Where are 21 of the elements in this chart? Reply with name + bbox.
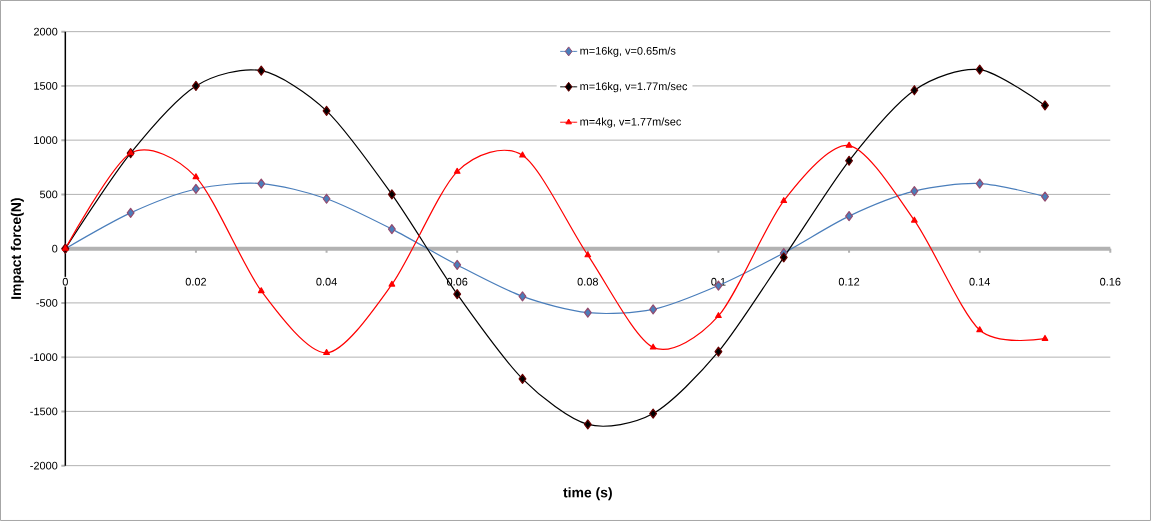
x-tick-label: 0 [62,277,68,286]
y-axis-title: Impact force(N) [10,198,24,299]
y-tick-label: 1000 [34,136,58,145]
x-axis-title: time (s) [563,487,612,501]
x-tick-label: 0.14 [969,277,991,286]
y-tick-label: -1000 [30,353,58,362]
y-tick-label: 0 [52,244,58,253]
x-tick-label: 0.08 [577,277,598,286]
y-tick-label: -1500 [30,407,58,416]
legend-label: m=16kg, v=0.65m/s [580,46,676,57]
x-tick-label: 0.04 [316,277,337,286]
x-tick-label: 0.16 [1100,277,1121,286]
y-tick-label: 1500 [34,82,58,90]
legend-label: m=4kg, v=1.77m/sec [580,117,682,128]
x-tick-label: 0.02 [185,277,207,286]
y-tick-label: -500 [36,299,58,307]
y-tick-label: 2000 [33,27,58,36]
y-tick-label: -2000 [30,461,58,470]
y-tick-label: 500 [39,190,58,199]
x-tick-label: 0.12 [838,277,860,286]
legend-label: m=16kg, v=1.77m/sec [580,82,688,93]
